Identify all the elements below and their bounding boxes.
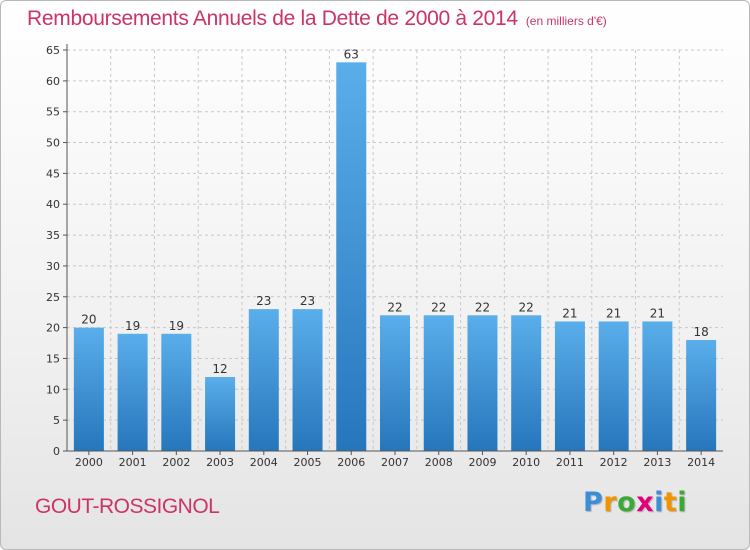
data-label: 21 bbox=[650, 306, 665, 320]
y-tick-label: 55 bbox=[46, 106, 60, 119]
bar-2014[interactable] bbox=[686, 339, 717, 451]
bar-2000[interactable] bbox=[73, 327, 104, 451]
x-tick-label: 2009 bbox=[468, 456, 496, 469]
y-tick-label: 30 bbox=[46, 260, 60, 273]
x-tick-label: 2001 bbox=[119, 456, 147, 469]
x-tick-label: 2000 bbox=[75, 456, 103, 469]
y-tick-label: 45 bbox=[46, 167, 60, 180]
bar-2002[interactable] bbox=[161, 333, 192, 451]
x-tick-label: 2003 bbox=[206, 456, 234, 469]
x-tick-label: 2011 bbox=[556, 456, 584, 469]
x-tick-label: 2006 bbox=[337, 456, 365, 469]
x-tick-label: 2005 bbox=[294, 456, 322, 469]
y-tick-label: 5 bbox=[53, 414, 60, 427]
logo-letter: i bbox=[654, 487, 664, 518]
y-tick-label: 25 bbox=[46, 291, 60, 304]
logo-letter: o bbox=[617, 487, 637, 518]
data-label: 20 bbox=[81, 313, 96, 327]
data-label: 23 bbox=[256, 294, 271, 308]
data-label: 21 bbox=[606, 306, 621, 320]
bars-layer: 20 19 19 12 23 23 63 22 22 22 22 21 21 21 18 bbox=[73, 47, 717, 451]
x-tick-label: 2002 bbox=[162, 456, 190, 469]
bar-2011[interactable] bbox=[554, 321, 585, 451]
x-tick-label: 2012 bbox=[600, 456, 628, 469]
bar-2009[interactable] bbox=[467, 315, 498, 451]
bar-2007[interactable] bbox=[380, 315, 410, 451]
chart-title: Remboursements Annuels de la Dette de 20… bbox=[27, 7, 607, 31]
logo-letter: x bbox=[636, 487, 655, 518]
logo-letter: i bbox=[677, 487, 688, 518]
x-tick-label: 2007 bbox=[381, 456, 409, 469]
x-tick-label: 2014 bbox=[687, 456, 715, 469]
data-label: 21 bbox=[562, 306, 577, 320]
data-label: 23 bbox=[300, 294, 315, 308]
proxiti-logo[interactable]: Proxiti bbox=[583, 487, 687, 518]
data-label: 22 bbox=[475, 300, 490, 314]
logo-letter: t bbox=[663, 487, 678, 518]
bar-2010[interactable] bbox=[511, 315, 542, 451]
data-label: 19 bbox=[169, 319, 184, 333]
bar-2006[interactable] bbox=[336, 62, 367, 451]
bar-2012[interactable] bbox=[598, 321, 629, 451]
y-tick-label: 65 bbox=[46, 44, 60, 57]
y-tick-label: 40 bbox=[46, 198, 60, 211]
bar-2008[interactable] bbox=[423, 315, 454, 451]
bar-2013[interactable] bbox=[642, 321, 673, 451]
y-tick-label: 60 bbox=[46, 75, 60, 88]
y-tick-label: 0 bbox=[53, 445, 60, 458]
axis-layer: 0 5 10 15 20 25 30 35 40 45 50 55 60 65 2000 2001 2002 20… bbox=[46, 44, 723, 469]
bar-2003[interactable] bbox=[205, 376, 236, 451]
bar-2005[interactable] bbox=[292, 309, 323, 451]
commune-name: GOUT-ROSSIGNOL bbox=[35, 495, 220, 518]
x-tick-label: 2008 bbox=[425, 456, 453, 469]
y-tick-label: 15 bbox=[46, 352, 60, 365]
x-tick-label: 2013 bbox=[643, 456, 671, 469]
logo-letter: r bbox=[603, 487, 618, 518]
x-tick-label: 2010 bbox=[512, 456, 540, 469]
data-label: 63 bbox=[344, 47, 359, 61]
y-tick-label: 20 bbox=[46, 322, 60, 335]
data-label: 18 bbox=[693, 325, 708, 339]
x-tick-label: 2004 bbox=[250, 456, 278, 469]
bar-2004[interactable] bbox=[248, 309, 279, 451]
data-label: 19 bbox=[125, 319, 140, 333]
y-tick-label: 35 bbox=[46, 229, 60, 242]
data-label: 22 bbox=[519, 300, 534, 314]
data-label: 22 bbox=[387, 300, 402, 314]
y-tick-label: 10 bbox=[46, 383, 60, 396]
data-label: 12 bbox=[212, 362, 227, 376]
bar-2001[interactable] bbox=[117, 333, 148, 451]
data-label: 22 bbox=[431, 300, 446, 314]
title-text: Remboursements Annuels de la Dette de 20… bbox=[27, 7, 518, 30]
y-tick-label: 50 bbox=[46, 137, 60, 150]
logo-letter: P bbox=[583, 487, 604, 518]
chart-subtitle: (en milliers d'€) bbox=[525, 14, 607, 28]
